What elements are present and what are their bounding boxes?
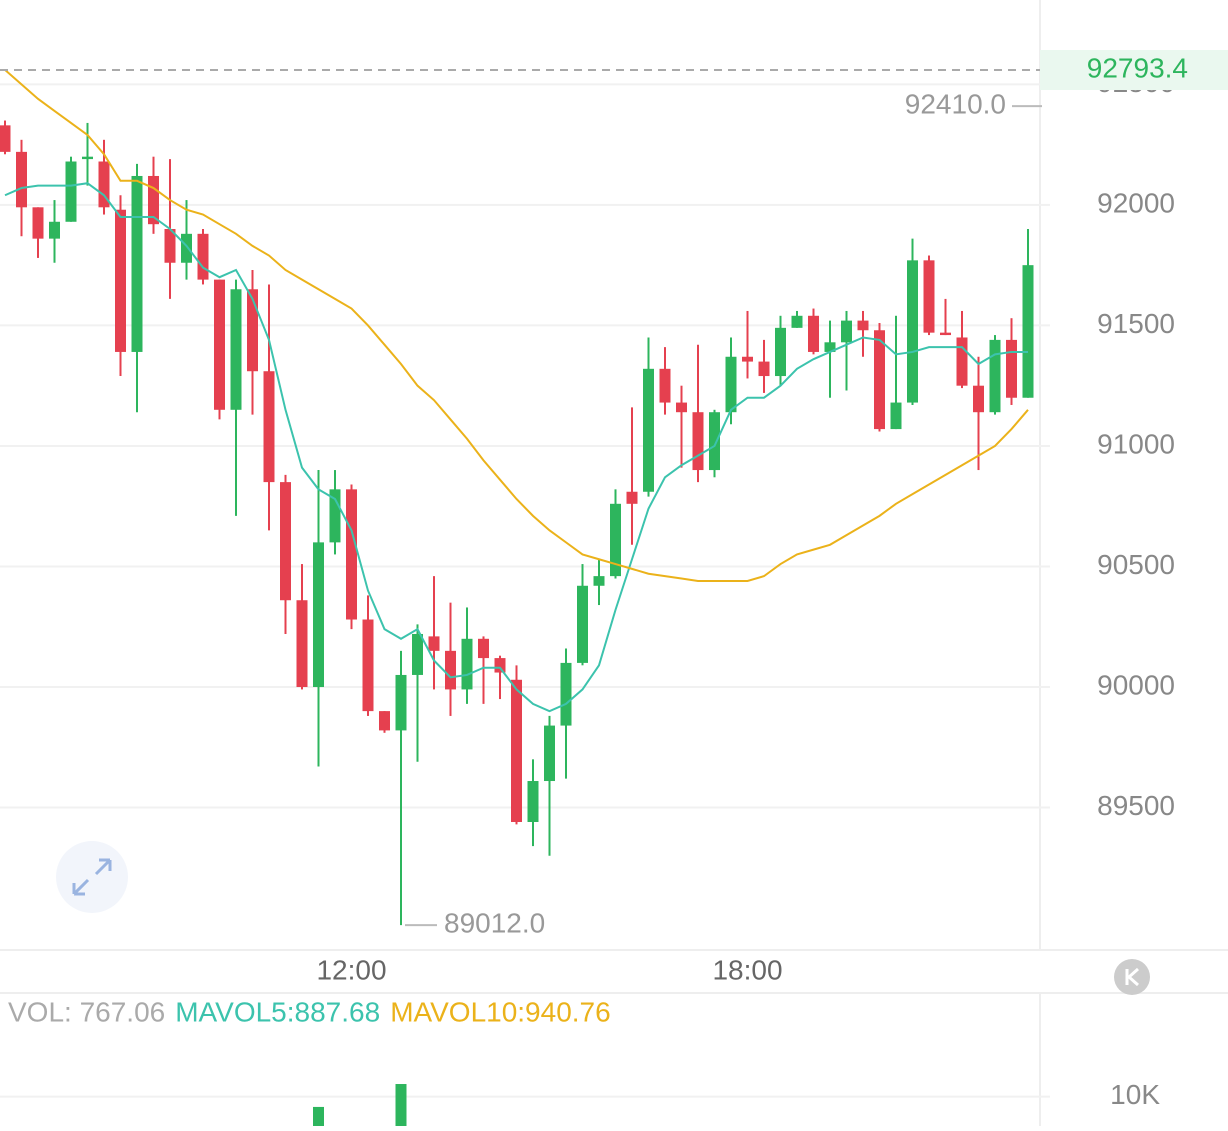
candle-body [346, 489, 357, 620]
candle-body [577, 585, 588, 663]
volume-legend: VOL: 767.06 [8, 996, 165, 1027]
candle-body [824, 342, 836, 352]
candle-body [593, 576, 605, 586]
volume-tick-label: 10K [1110, 1079, 1160, 1110]
candle-body [692, 412, 704, 471]
candle-body [197, 233, 209, 280]
candle-body [989, 339, 1001, 413]
volume-legend: MAVOL10:940.76 [390, 996, 611, 1027]
candle-body [379, 711, 390, 731]
candle-body [82, 156, 93, 160]
current-price-box [1040, 50, 1228, 90]
candle-body [98, 161, 110, 208]
candle-body [907, 260, 918, 403]
candle-body [791, 315, 803, 328]
candle-body [32, 207, 44, 239]
current-price: 92793.4 [1087, 52, 1188, 83]
candle-body [725, 356, 737, 413]
candle-body [247, 289, 258, 372]
candle-body [643, 368, 654, 492]
candle-body [956, 337, 968, 386]
candle-body [329, 489, 341, 543]
candle-body [890, 402, 902, 430]
y-tick-label: 92000 [1097, 187, 1175, 218]
candle-body [923, 260, 935, 333]
candle-body [16, 151, 27, 208]
candle-body [280, 482, 291, 601]
k-icon[interactable] [1125, 967, 1139, 987]
candle-body [131, 175, 143, 352]
candle-body [445, 650, 456, 690]
candle-body [115, 209, 126, 352]
candle-body [412, 633, 423, 675]
candle-body [940, 332, 951, 336]
candle-body [527, 781, 539, 822]
candle-body [874, 330, 885, 430]
candle-body [263, 371, 275, 483]
min-label: 89012.0 [444, 908, 545, 939]
candle-body [610, 503, 621, 577]
candle-body [1006, 339, 1017, 398]
candle-body [775, 327, 786, 377]
candle-body [808, 315, 819, 352]
k-button-bg[interactable] [1114, 959, 1150, 995]
candle-body [49, 221, 60, 239]
candle-body [1022, 265, 1034, 398]
candle-body [362, 619, 374, 712]
y-tick-label: 90000 [1097, 669, 1175, 700]
candle-body [857, 320, 869, 331]
candle-body [296, 600, 308, 688]
candle-body [395, 674, 407, 731]
max-label: 92410.0 [905, 88, 1006, 119]
candle-body [478, 638, 489, 659]
candle-body [758, 361, 770, 377]
candle-body [313, 542, 324, 688]
candle-body [626, 491, 638, 504]
candle-body [428, 636, 440, 651]
expand-bg[interactable] [56, 841, 128, 913]
candle-body [230, 289, 242, 410]
candle-body [676, 402, 687, 413]
candle-body [0, 125, 11, 152]
candle-body [560, 662, 572, 726]
moving-average-line [4, 69, 1029, 582]
candle-body [973, 385, 984, 413]
y-tick-label: 91000 [1097, 428, 1175, 459]
x-tick-label: 12:00 [316, 954, 386, 985]
candle-body [65, 161, 77, 222]
k-button[interactable] [1114, 959, 1150, 995]
candle-body [511, 679, 522, 822]
x-tick-label: 18:00 [712, 954, 782, 985]
candle-body [841, 320, 852, 343]
candle-body [742, 356, 753, 362]
candle-body [164, 229, 176, 263]
expand-button[interactable] [56, 841, 128, 913]
y-tick-label: 89500 [1097, 790, 1175, 821]
moving-average-line [4, 182, 1028, 713]
candle-body [461, 638, 473, 690]
expand-icon[interactable] [72, 858, 112, 896]
candle-body [709, 412, 720, 471]
volume-legend: MAVOL5:887.68 [175, 996, 380, 1027]
candle-body [148, 175, 159, 225]
volume-bar [313, 1106, 324, 1126]
volume-bar [395, 1084, 407, 1126]
candle-body [659, 368, 671, 403]
candle-body [214, 279, 225, 410]
plot: 92410.0 89012.0 [0, 69, 1042, 939]
candle-body [494, 658, 506, 673]
candle-body [544, 725, 555, 782]
candle-body [181, 233, 192, 263]
y-tick-label: 90500 [1097, 549, 1175, 580]
y-tick-label: 91500 [1097, 308, 1175, 339]
